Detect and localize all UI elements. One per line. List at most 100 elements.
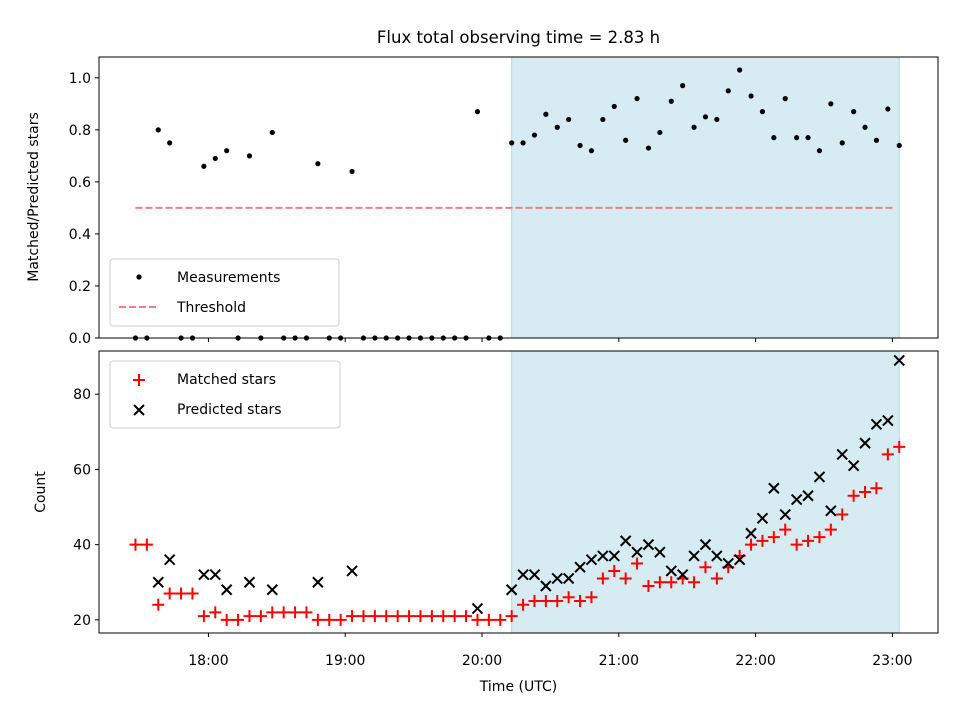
matched-star-point xyxy=(870,482,883,495)
matched-star-point xyxy=(232,613,245,626)
predicted-star-point xyxy=(312,576,324,588)
predicted-star-point xyxy=(870,418,883,431)
legend-matched-label: Matched stars xyxy=(177,372,276,388)
top-y-tick-label: 0.4 xyxy=(69,227,91,243)
bottom-x-ticks: 18:00 19:00 20:00 21:00 22:00 23:00 xyxy=(188,633,913,669)
matched-star-point xyxy=(300,606,313,619)
matched-star-point xyxy=(881,448,894,461)
matched-star-point xyxy=(140,538,153,551)
top-panel: 0.0 0.2 0.4 0.6 0.8 1.0 Flux total observing … xyxy=(26,28,939,347)
matched-star-point xyxy=(517,598,530,611)
measurement-point xyxy=(759,109,766,115)
x-tick-label: 23:00 xyxy=(872,653,912,669)
measurement-point xyxy=(611,103,617,110)
x-tick-label: 20:00 xyxy=(462,653,502,669)
measurement-point xyxy=(155,127,161,133)
matched-star-point xyxy=(585,591,598,604)
matched-star-point xyxy=(859,486,872,498)
measurement-point xyxy=(794,135,800,141)
measurement-points xyxy=(132,67,902,341)
x-tick-label: 22:00 xyxy=(735,653,775,669)
measurement-point xyxy=(828,101,834,107)
top-y-ticks: 0.0 0.2 0.4 0.6 0.8 1.0 xyxy=(69,71,99,347)
x-axis-label: Time (UTC) xyxy=(479,679,557,695)
measurement-point xyxy=(680,83,686,89)
measurement-point xyxy=(668,98,674,104)
matched-star-point xyxy=(403,610,416,623)
x-tick-label: 19:00 xyxy=(325,653,365,669)
predicted-star-point xyxy=(676,569,689,581)
bottom-y-tick-label: 40 xyxy=(73,538,91,554)
matched-star-point xyxy=(494,613,507,626)
predicted-star-point xyxy=(209,569,221,581)
matched-stars-points xyxy=(129,440,906,626)
predicted-star-point xyxy=(813,471,826,483)
measurement-point xyxy=(714,116,720,123)
matched-star-point xyxy=(346,610,359,623)
measurement-point xyxy=(702,114,709,120)
matched-star-point xyxy=(608,564,621,577)
predicted-star-point xyxy=(722,557,734,570)
matched-star-point xyxy=(152,598,165,611)
measurement-point xyxy=(543,111,549,117)
top-y-tick-label: 0.2 xyxy=(69,279,91,295)
measurement-point xyxy=(885,106,891,112)
matched-star-point xyxy=(642,580,655,592)
top-y-tick-label: 0.0 xyxy=(69,331,91,347)
bottom-y-ticks: 20 40 60 80 xyxy=(73,387,99,629)
matched-star-point xyxy=(380,610,393,623)
matched-star-point xyxy=(425,610,438,623)
predicted-star-point xyxy=(847,459,860,472)
measurement-point xyxy=(816,148,823,154)
predicted-star-point xyxy=(825,505,837,517)
matched-star-point xyxy=(893,440,906,453)
matched-star-point xyxy=(414,610,427,623)
matched-star-point xyxy=(209,606,222,619)
bottom-axes-frame xyxy=(98,350,939,634)
matched-star-point xyxy=(266,606,279,619)
matched-star-point xyxy=(437,610,450,623)
matched-star-point xyxy=(619,572,632,585)
matched-star-point xyxy=(551,595,564,608)
matched-star-point xyxy=(688,576,701,589)
matched-star-point xyxy=(175,587,188,600)
predicted-star-point xyxy=(585,553,598,566)
measurement-point xyxy=(588,148,595,154)
matched-star-point xyxy=(129,538,142,551)
predicted-star-point xyxy=(699,538,712,551)
legend-measurements-label: Measurements xyxy=(177,270,280,286)
matched-star-point xyxy=(277,606,290,619)
predicted-star-point xyxy=(471,602,484,615)
measurement-point xyxy=(771,135,777,141)
legend-threshold-label: Threshold xyxy=(176,300,246,316)
matched-star-point xyxy=(699,561,712,574)
measurement-point xyxy=(634,96,640,102)
measurement-point xyxy=(509,140,515,146)
measurement-point xyxy=(531,132,538,138)
matched-star-point xyxy=(790,538,803,551)
matched-star-point xyxy=(836,508,849,521)
bottom-observing-window xyxy=(511,350,900,634)
predicted-star-point xyxy=(608,550,620,562)
measurement-point xyxy=(566,116,572,123)
predicted-star-point xyxy=(597,550,609,562)
matched-star-point xyxy=(745,538,758,551)
predicted-star-point xyxy=(163,553,176,566)
measurement-point xyxy=(600,116,606,123)
measurement-point xyxy=(315,161,321,167)
matched-star-point xyxy=(665,576,678,589)
measurement-point xyxy=(201,163,207,169)
predicted-star-point xyxy=(505,584,518,596)
matched-star-point xyxy=(574,595,587,608)
bottom-y-tick-label: 80 xyxy=(73,387,91,403)
matched-star-point xyxy=(813,531,826,544)
measurement-point xyxy=(349,168,355,175)
top-y-tick-label: 0.6 xyxy=(69,175,91,191)
matched-star-point xyxy=(460,610,473,623)
measurement-point xyxy=(474,109,481,115)
measurement-point xyxy=(554,124,560,130)
matched-star-point xyxy=(847,489,860,502)
predicted-star-point xyxy=(562,572,575,585)
matched-star-point xyxy=(505,610,518,623)
measurement-point xyxy=(657,129,663,136)
